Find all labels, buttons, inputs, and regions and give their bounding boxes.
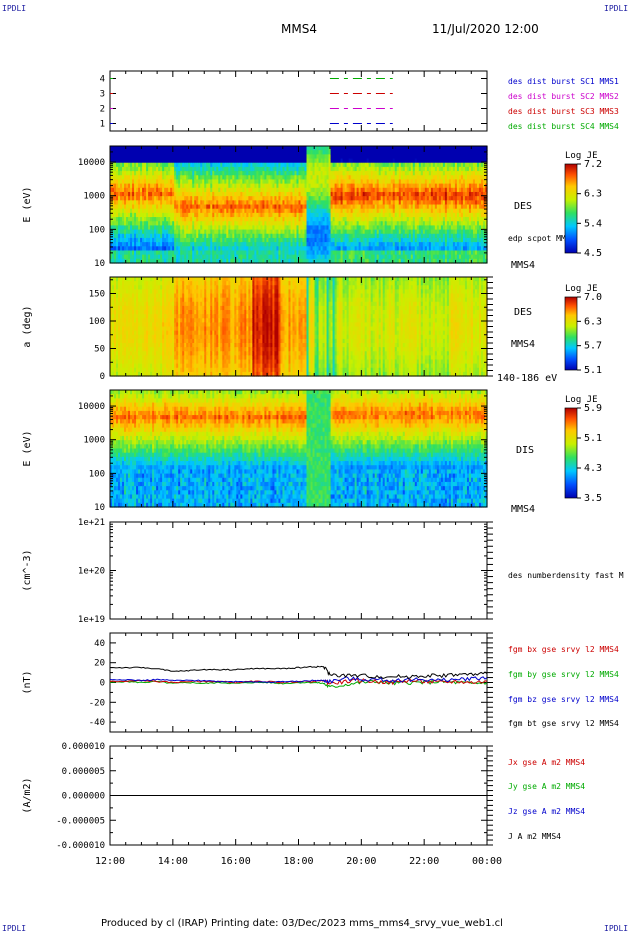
colorbar-tick-label: 5.9 xyxy=(584,403,602,414)
y-tick-label: 100 xyxy=(89,469,105,479)
heatmap-dis_energy xyxy=(110,390,488,508)
y-axis-label: a (deg) xyxy=(22,305,33,347)
legend-label: Jx gse A m2 MMS4 xyxy=(508,758,585,767)
y-tick-label: 10000 xyxy=(78,402,105,412)
y-tick-label: 150 xyxy=(89,290,105,300)
x-tick-label: 16:00 xyxy=(221,856,251,867)
y-tick-label: 0.000010 xyxy=(62,742,105,752)
colorbar xyxy=(565,408,577,498)
y-tick-label: 100 xyxy=(89,317,105,327)
x-tick-label: 14:00 xyxy=(158,856,188,867)
y-tick-label: 10000 xyxy=(78,158,105,168)
legend-label: Jy gse A m2 MMS4 xyxy=(508,782,585,791)
y-tick-label: 40 xyxy=(94,639,105,649)
y-tick-label: 0.000005 xyxy=(62,767,105,777)
legend-label: des dist burst SC4 MMS4 xyxy=(508,122,619,131)
y-axis-label: E (eV) xyxy=(22,430,33,466)
x-tick-label: 20:00 xyxy=(346,856,376,867)
x-tick-label: 22:00 xyxy=(409,856,439,867)
panel-frame-density xyxy=(110,522,487,619)
heatmap-des_pitch xyxy=(110,277,488,377)
legend-label: fgm bx gse srvy l2 MMS4 xyxy=(508,645,619,654)
legend-label: fgm bt gse srvy l2 MMS4 xyxy=(508,719,619,728)
panel-bottom-label: MMS4 xyxy=(511,260,535,271)
colorbar-tick-label: 4.3 xyxy=(584,463,602,474)
colorbar-tick-label: 5.1 xyxy=(584,433,602,444)
footer-credits: Produced by cl (IRAP) Printing date: 03/… xyxy=(101,918,503,929)
colorbar-tick-label: 7.2 xyxy=(584,159,602,170)
y-tick-label: 4 xyxy=(100,75,105,85)
y-tick-label: 0 xyxy=(100,372,105,382)
y-tick-label: 0.000000 xyxy=(62,792,105,802)
y-tick-label: -40 xyxy=(89,718,105,728)
y-tick-label: 20 xyxy=(94,659,105,669)
colorbar-tick-label: 6.3 xyxy=(584,189,602,200)
x-tick-label: 00:00 xyxy=(472,856,502,867)
panel-frame-burst xyxy=(110,71,487,131)
colorbar-tick-label: 5.1 xyxy=(584,365,602,376)
y-tick-label: 100 xyxy=(89,225,105,235)
y-axis-label: (nT) xyxy=(22,670,33,694)
y-tick-label: 50 xyxy=(94,345,105,355)
y-tick-label: 10 xyxy=(94,503,105,513)
colorbar xyxy=(565,164,577,253)
y-tick-label: -0.000005 xyxy=(56,816,105,826)
multi-panel-plot: 1 2 3 4 des dist burst SC1 MMS1 des dist burs… xyxy=(0,0,630,934)
legend-label: J A m2 MMS4 xyxy=(508,832,561,841)
colorbar-tick-label: 6.3 xyxy=(584,316,602,327)
legend-label: des dist burst SC1 MMS1 xyxy=(508,77,619,86)
y-tick-label: -20 xyxy=(89,698,105,708)
fgm-series-line xyxy=(110,666,487,678)
y-tick-label: 3 xyxy=(100,90,105,100)
y-tick-label: 1000 xyxy=(83,436,105,446)
y-tick-label: 2 xyxy=(100,105,105,115)
legend-label: fgm bz gse srvy l2 MMS4 xyxy=(508,695,619,704)
legend-label: Jz gse A m2 MMS4 xyxy=(508,807,585,816)
y-axis-label: (cm^-3) xyxy=(22,549,33,591)
y-axis-label: E (eV) xyxy=(22,186,33,222)
y-tick-label: 0 xyxy=(100,679,105,689)
panel-label: DES xyxy=(514,307,532,318)
y-tick-label: 1 xyxy=(100,120,105,130)
y-axis-label: (A/m2) xyxy=(22,777,33,813)
y-tick-label: 1e+19 xyxy=(78,615,105,625)
y-tick-label: 1e+21 xyxy=(78,518,105,528)
y-tick-label: 1e+20 xyxy=(78,567,105,577)
panel-bottom-label: MMS4 xyxy=(511,504,535,515)
energy-range-label: 140-186 eV xyxy=(497,373,557,384)
colorbar-tick-label: 5.7 xyxy=(584,341,602,352)
y-tick-label: 10 xyxy=(94,259,105,269)
legend-label: des numberdensity fast M xyxy=(508,571,624,580)
colorbar-tick-label: 3.5 xyxy=(584,493,602,504)
panel-label: DIS xyxy=(516,445,534,456)
colorbar-tick-label: 5.4 xyxy=(584,218,602,229)
legend-label: fgm by gse srvy l2 MMS4 xyxy=(508,670,619,679)
panel-sublabel: MMS4 xyxy=(511,339,535,350)
y-tick-label: 1000 xyxy=(83,192,105,202)
heatmap-des_energy xyxy=(110,146,488,264)
x-tick-label: 18:00 xyxy=(283,856,313,867)
colorbar xyxy=(565,297,577,370)
x-tick-label: 12:00 xyxy=(95,856,125,867)
legend-label: des dist burst SC2 MMS2 xyxy=(508,92,619,101)
legend-label: des dist burst SC3 MMS3 xyxy=(508,107,619,116)
colorbar-tick-label: 7.0 xyxy=(584,292,602,303)
panel-label: DES xyxy=(514,201,532,212)
colorbar-tick-label: 4.5 xyxy=(584,248,602,259)
y-tick-label: -0.000010 xyxy=(56,841,105,851)
